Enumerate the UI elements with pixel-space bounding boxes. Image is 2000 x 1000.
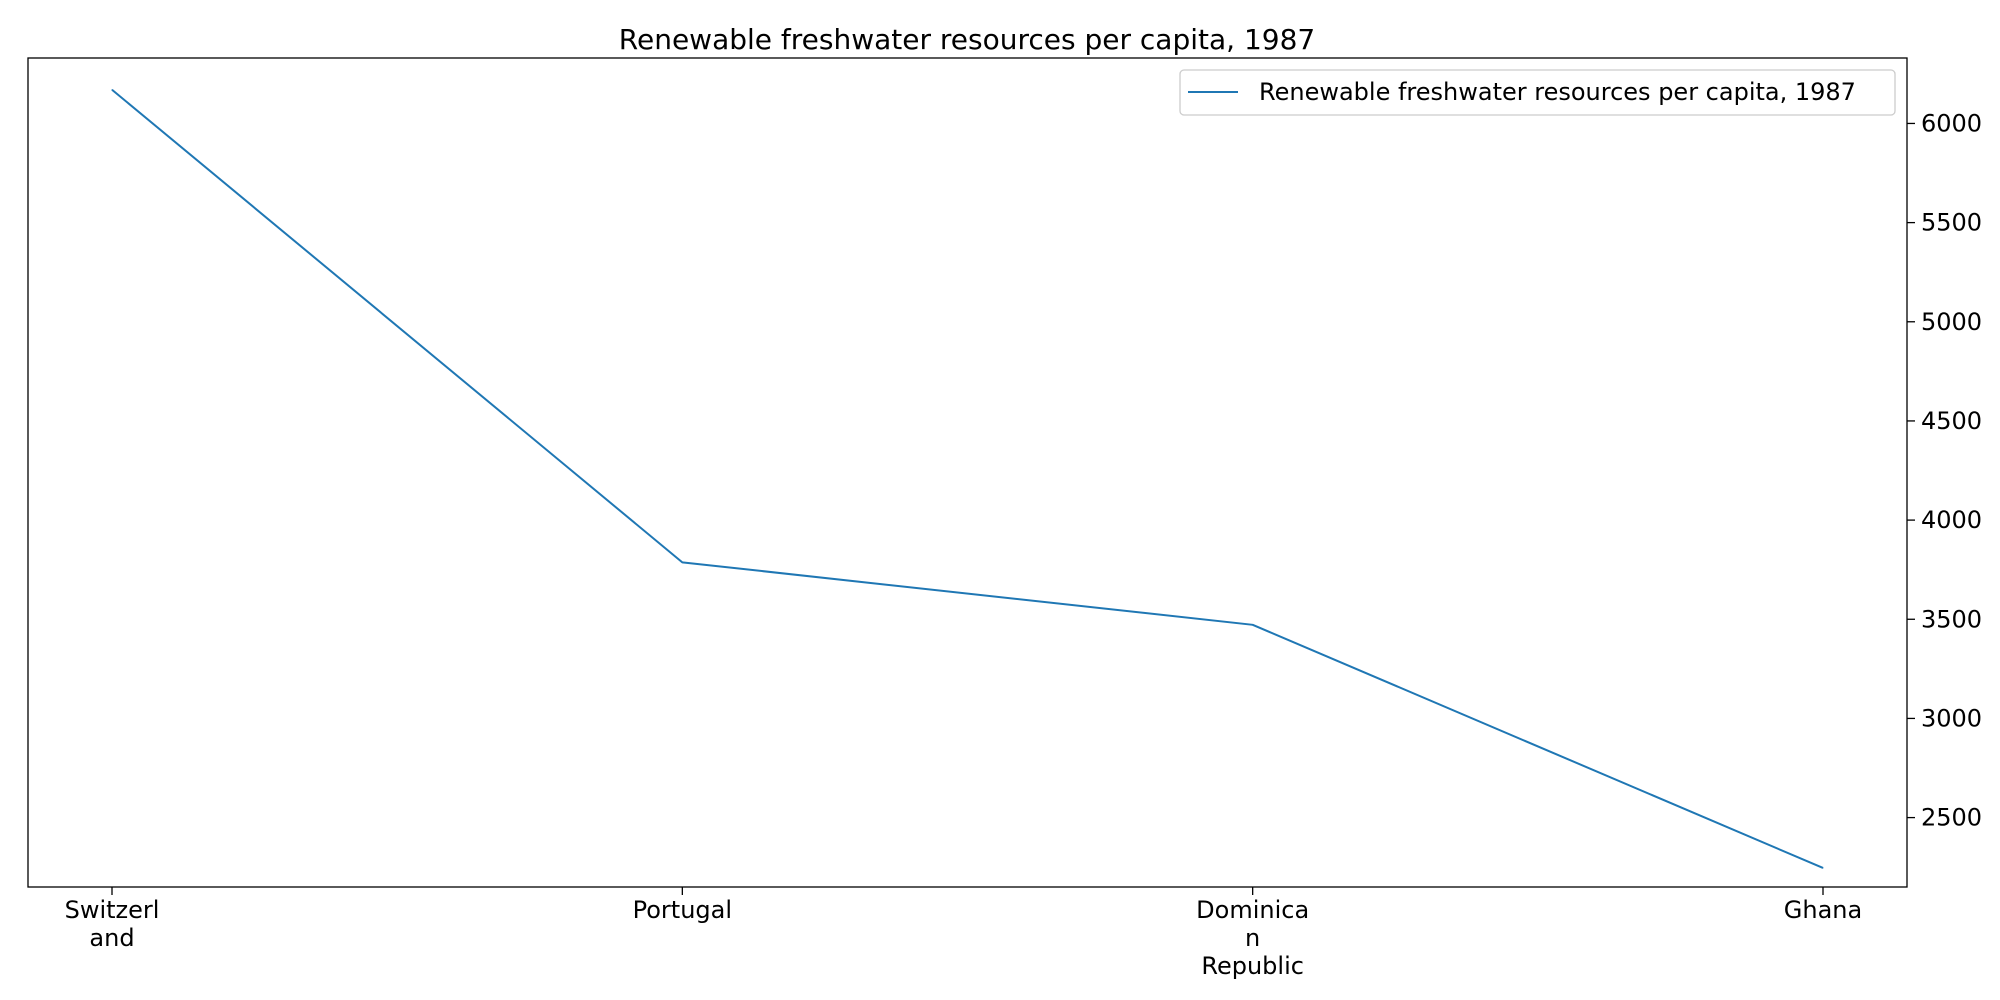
y-axis: 2500 3000 3500 4000 4500 5000 5500 6000 bbox=[1907, 109, 1982, 832]
y-tick-label: 4000 bbox=[1921, 506, 1982, 534]
series-line bbox=[111, 88, 1824, 869]
plot-area-frame bbox=[27, 57, 1908, 888]
x-tick-label-line: n bbox=[1245, 924, 1260, 952]
x-tick-label-line: Portugal bbox=[633, 896, 732, 924]
data-point-portugal bbox=[681, 561, 683, 563]
x-tick-label: Switzerl and bbox=[65, 896, 160, 952]
data-point-ghana bbox=[1822, 867, 1824, 869]
data-point-switzerland bbox=[111, 89, 113, 91]
y-tick-label: 3000 bbox=[1921, 704, 1982, 732]
series-layer bbox=[111, 88, 1824, 869]
y-tick-label: 4500 bbox=[1921, 407, 1982, 435]
x-tick-label-line: and bbox=[89, 924, 134, 952]
y-tick-label: 2500 bbox=[1921, 804, 1982, 832]
y-tick-label: 5500 bbox=[1921, 209, 1982, 237]
x-tick-label: Portugal bbox=[633, 896, 732, 924]
y-tick-label: 3500 bbox=[1921, 605, 1982, 633]
x-tick-label: Ghana bbox=[1784, 896, 1862, 924]
y-tick-label: 5000 bbox=[1921, 308, 1982, 336]
legend-box bbox=[1179, 69, 1896, 116]
x-tick-label-line: Switzerl bbox=[65, 896, 160, 924]
x-tick-label-line: Ghana bbox=[1784, 896, 1862, 924]
chart-title: Renewable freshwater resources per capit… bbox=[619, 23, 1315, 56]
legend-series-label: Renewable freshwater resources per capit… bbox=[1259, 78, 1856, 106]
y-tick-label: 6000 bbox=[1921, 109, 1982, 137]
x-tick-label-line: Dominica bbox=[1196, 896, 1309, 924]
x-tick-label-line: Republic bbox=[1201, 952, 1304, 980]
x-tick-label: Dominica n Republic bbox=[1196, 896, 1309, 980]
data-point-dominican-republic bbox=[1252, 624, 1254, 626]
legend: Renewable freshwater resources per capit… bbox=[1179, 69, 1896, 116]
x-axis: Switzerl and Portugal Dominica n Republic Ghan… bbox=[65, 887, 1862, 980]
